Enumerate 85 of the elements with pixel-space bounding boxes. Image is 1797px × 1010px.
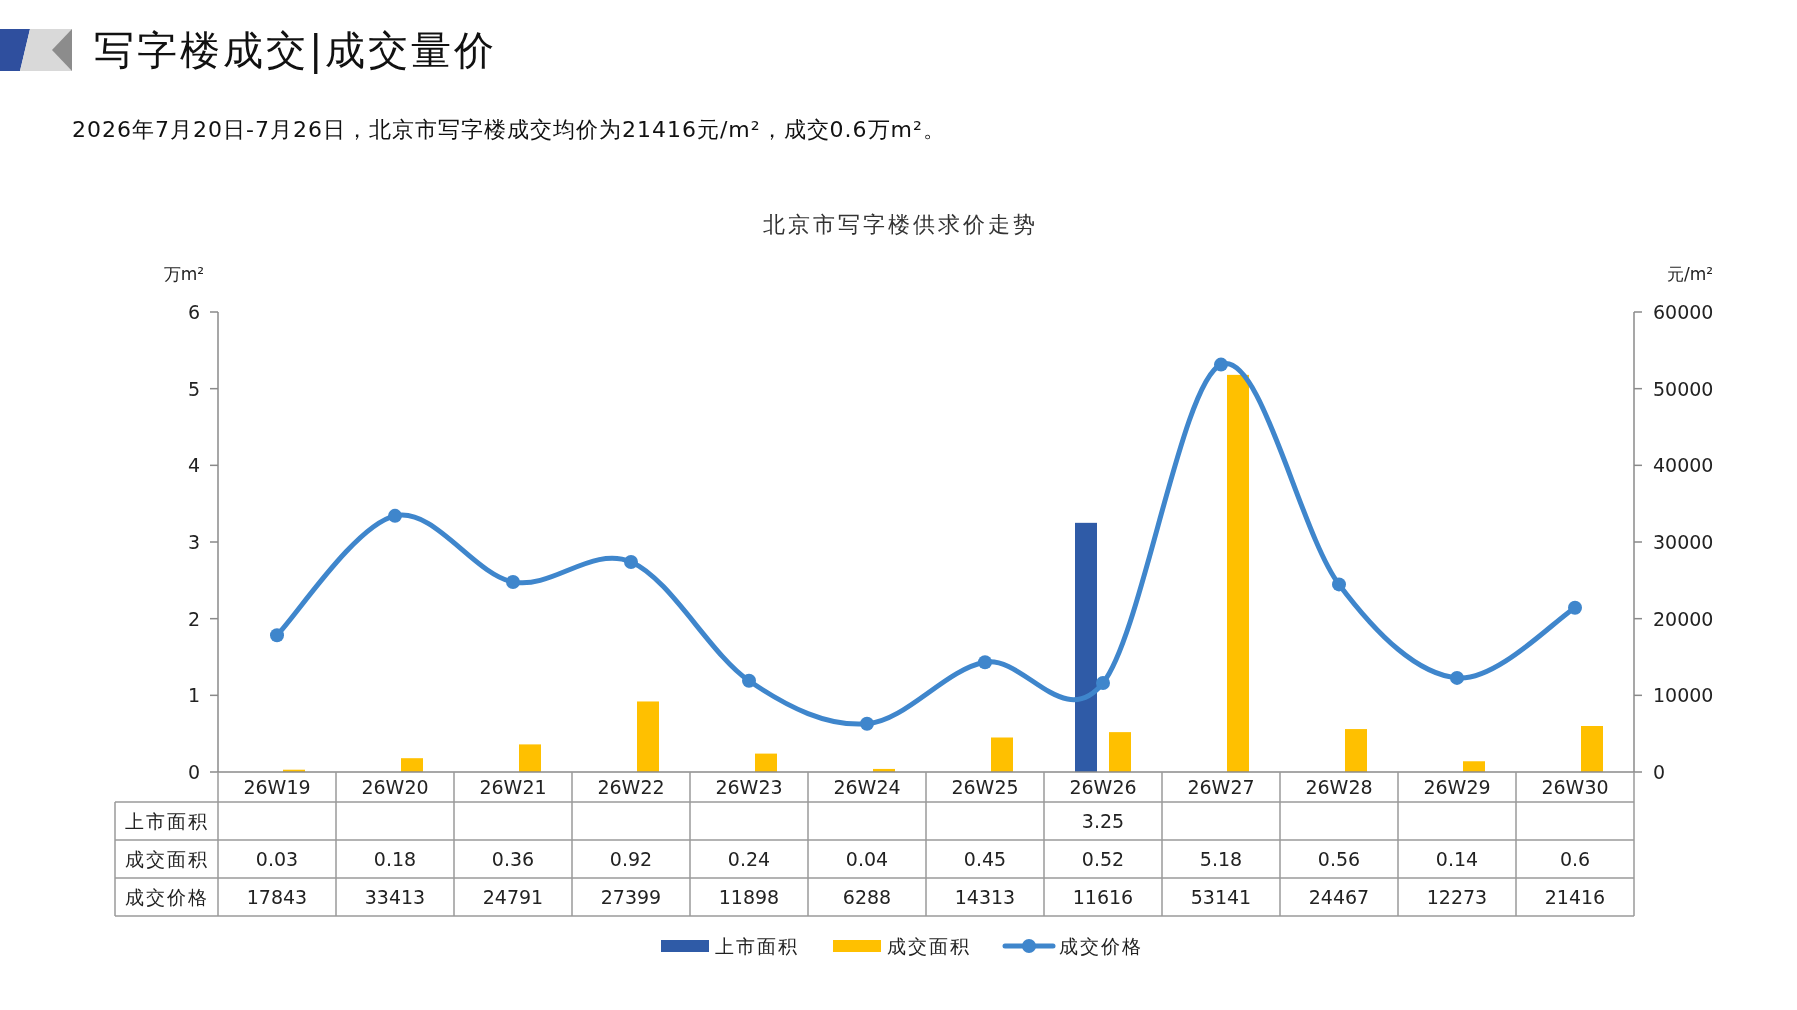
data-label: 12273 bbox=[1426, 886, 1488, 908]
text: 写字楼成交|成交量价 bbox=[94, 27, 498, 74]
data-label: 24791 bbox=[482, 886, 544, 908]
data-label: 14313 bbox=[954, 886, 1016, 908]
data-label: 0.14 bbox=[1435, 848, 1479, 870]
x-tick-label: 26W20 bbox=[361, 776, 429, 798]
point bbox=[506, 574, 520, 589]
point bbox=[388, 508, 402, 523]
y2-tick-label: 40000 bbox=[1653, 454, 1714, 477]
point bbox=[270, 628, 284, 643]
point bbox=[1332, 577, 1346, 592]
point bbox=[1214, 357, 1228, 372]
x-tick-label: 26W30 bbox=[1541, 776, 1609, 798]
y-tick-label: 4 bbox=[187, 454, 200, 477]
y2-tick-label: 0 bbox=[1653, 761, 1666, 783]
data-label: 24467 bbox=[1308, 886, 1370, 908]
y-tick-label: 3 bbox=[187, 531, 200, 553]
point bbox=[624, 554, 638, 569]
data-label: 11898 bbox=[718, 886, 780, 908]
y-tick-label: 2 bbox=[187, 607, 200, 630]
point bbox=[860, 716, 874, 731]
bar bbox=[1227, 374, 1249, 772]
y2-tick-label: 50000 bbox=[1653, 377, 1714, 400]
bar bbox=[1075, 522, 1097, 772]
data-label: 0.52 bbox=[1081, 848, 1125, 870]
x-tick-label: 26W28 bbox=[1305, 776, 1373, 798]
legend-label: 上市面积 bbox=[715, 935, 799, 957]
text: 2026年7月20日-7月26日，北京市写字楼成交均价为21416元/m²，成交0.6万m²。 bbox=[72, 117, 946, 142]
bar bbox=[1345, 729, 1367, 772]
x-tick-label: 26W21 bbox=[479, 776, 547, 798]
bar bbox=[519, 744, 541, 772]
point bbox=[978, 655, 992, 670]
data-label: 0.56 bbox=[1317, 848, 1361, 870]
data-label: 0.6 bbox=[1559, 848, 1591, 870]
data-label: 0.03 bbox=[255, 848, 299, 870]
legend-label: 成交价格 bbox=[1059, 935, 1143, 957]
data-label: 3.25 bbox=[1081, 810, 1125, 832]
data-label: 0.04 bbox=[845, 848, 889, 870]
x-tick-label: 26W27 bbox=[1187, 776, 1255, 798]
data-label: 0.36 bbox=[491, 848, 535, 870]
y2-tick-label: 20000 bbox=[1653, 607, 1714, 630]
y-tick-label: 0 bbox=[187, 761, 200, 783]
y-axis-title: 万m² bbox=[163, 264, 205, 284]
y-tick-label: 5 bbox=[187, 377, 200, 400]
data-label: 17843 bbox=[246, 886, 308, 908]
data-label: 21416 bbox=[1544, 886, 1606, 908]
bar bbox=[1581, 726, 1603, 772]
y2-tick-label: 10000 bbox=[1653, 684, 1714, 707]
y-tick-label: 6 bbox=[187, 301, 200, 323]
data-label: 27399 bbox=[600, 886, 662, 908]
x-tick-label: 26W29 bbox=[1423, 776, 1491, 798]
data-label: 11616 bbox=[1072, 886, 1134, 908]
point bbox=[1096, 675, 1110, 690]
bar bbox=[991, 737, 1013, 772]
x-tick-label: 26W23 bbox=[715, 776, 783, 798]
text: 成交价格 bbox=[124, 886, 209, 908]
x-tick-label: 26W25 bbox=[951, 776, 1019, 798]
y-tick-label: 1 bbox=[187, 684, 200, 707]
data-label: 6288 bbox=[842, 886, 892, 908]
y2-axis-title: 元/m² bbox=[1666, 264, 1714, 284]
data-label: 0.92 bbox=[609, 848, 653, 870]
data-label: 0.24 bbox=[727, 848, 771, 870]
legend-label: 成交面积 bbox=[887, 935, 971, 957]
bar bbox=[637, 701, 659, 772]
bar bbox=[755, 753, 777, 772]
x-tick-label: 26W19 bbox=[243, 776, 311, 798]
chart-title: 北京市写字楼供求价走势 bbox=[762, 212, 1038, 237]
y2-tick-label: 30000 bbox=[1653, 531, 1714, 553]
data-label: 0.18 bbox=[373, 848, 417, 870]
text: 上市面积 bbox=[124, 810, 209, 832]
data-label: 5.18 bbox=[1199, 848, 1243, 870]
point bbox=[1568, 600, 1582, 615]
data-label: 33413 bbox=[364, 886, 426, 908]
point bbox=[742, 673, 756, 688]
bar bbox=[1463, 761, 1485, 772]
y2-tick-label: 60000 bbox=[1653, 301, 1714, 323]
data-label: 0.45 bbox=[963, 848, 1007, 870]
bar bbox=[401, 758, 423, 772]
point bbox=[1450, 670, 1464, 685]
data-label: 53141 bbox=[1190, 886, 1252, 908]
bar bbox=[1109, 732, 1131, 772]
x-tick-label: 26W26 bbox=[1069, 776, 1137, 798]
x-tick-label: 26W24 bbox=[833, 776, 901, 798]
text: 成交面积 bbox=[124, 848, 209, 870]
x-tick-label: 26W22 bbox=[597, 776, 665, 798]
